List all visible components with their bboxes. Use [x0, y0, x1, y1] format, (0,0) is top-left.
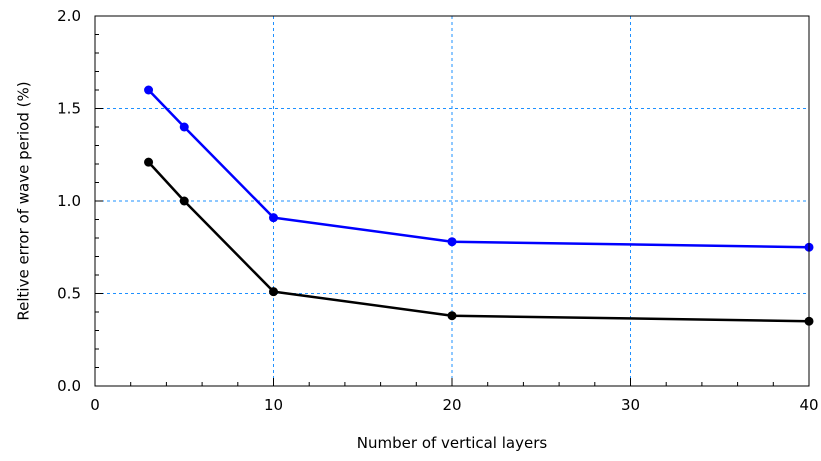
series-2-point: [179, 196, 189, 206]
y-tick-label: 0.5: [57, 285, 81, 303]
y-tick-label: 2.0: [57, 7, 81, 25]
series-2-point: [447, 311, 457, 321]
series-2-point: [144, 157, 154, 167]
series-1-point: [447, 237, 457, 247]
series-1-point: [179, 122, 189, 132]
series-2-point: [269, 287, 278, 297]
y-tick-label: 0.0: [57, 377, 81, 395]
x-tick-label: 0: [90, 396, 100, 414]
plot-frame: [94, 15, 810, 387]
x-tick-label: 20: [442, 396, 461, 414]
series-2: [144, 157, 814, 326]
x-tick-label: 40: [799, 396, 818, 414]
series-1: [144, 85, 814, 252]
y-tick-labels: 0.0 0.5 1.0 1.5 2.0: [57, 7, 81, 395]
y-tick-label: 1.5: [57, 100, 81, 118]
x-axis-label: Number of vertical layers: [357, 434, 548, 452]
series-layer: [144, 85, 814, 326]
x-tick-label: 30: [621, 396, 640, 414]
series-1-point: [144, 85, 154, 95]
x-tick-labels: 0 10 20 30 40: [90, 396, 818, 414]
y-axis-label: Reltive error of wave period (%): [15, 81, 33, 320]
series-1-point: [269, 213, 278, 223]
y-tick-label: 1.0: [57, 192, 81, 210]
grid: [95, 16, 809, 386]
x-tick-label: 10: [264, 396, 283, 414]
